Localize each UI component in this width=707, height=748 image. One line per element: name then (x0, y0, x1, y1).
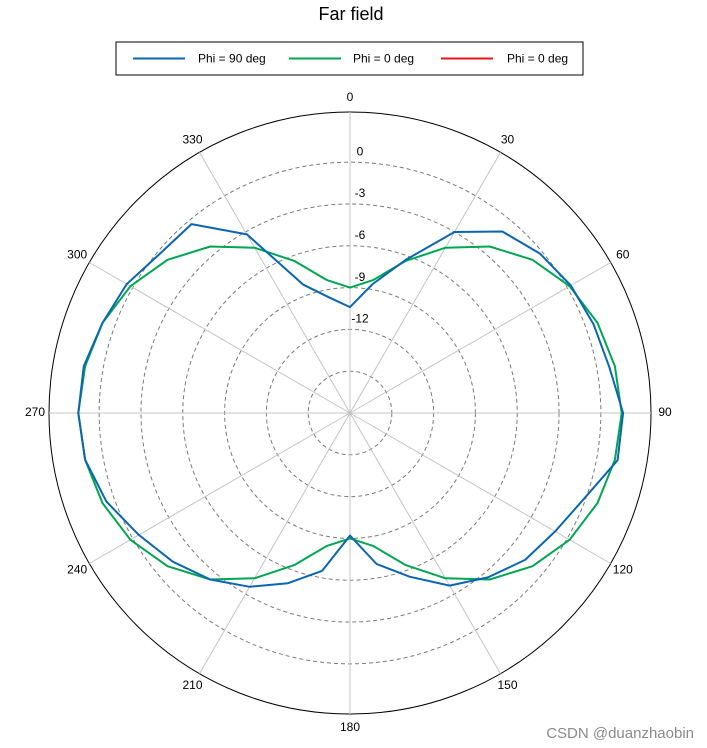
angle-tick-label: 120 (613, 563, 633, 577)
polar-grid (48, 111, 652, 715)
angle-tick-label: 0 (347, 90, 354, 104)
angle-tick-label: 60 (616, 248, 630, 262)
angle-tick-label: 210 (182, 678, 202, 692)
angle-tick-label: 240 (67, 563, 87, 577)
legend-label: Phi = 90 deg (198, 52, 266, 66)
r-tick-label: -3 (355, 186, 366, 200)
angle-tick-label: 30 (501, 132, 515, 146)
series-line (77, 223, 625, 588)
legend: Phi = 90 deg Phi = 0 deg Phi = 0 deg (115, 41, 584, 76)
angle-grid-line (199, 412, 351, 674)
angle-tick-label: 90 (658, 405, 672, 419)
angle-grid-line (349, 412, 611, 564)
angle-tick-label: 150 (497, 678, 517, 692)
chart-title: Far field (318, 4, 383, 24)
angle-tick-label: 180 (340, 720, 360, 734)
axis-labels: 0 30 60 90 120 150 180 210 240 270 300 330 0 -3 -6 -9 -1… (25, 90, 672, 734)
r-tick-label: -9 (355, 270, 366, 284)
legend-label: Phi = 0 deg (507, 52, 568, 66)
angle-grid-line (199, 152, 351, 414)
r-tick-label: -12 (351, 312, 369, 326)
angle-grid-line (349, 152, 501, 414)
r-tick-label: 0 (357, 144, 364, 158)
angle-grid-line (349, 262, 611, 414)
angle-grid-line (349, 412, 501, 674)
angle-tick-label: 330 (182, 132, 202, 146)
series-line (77, 245, 623, 581)
watermark-text: CSDN @duanzhaobin (546, 725, 694, 742)
legend-box (115, 41, 584, 76)
series-layer (77, 223, 625, 588)
angle-tick-label: 300 (67, 248, 87, 262)
legend-label: Phi = 0 deg (353, 52, 414, 66)
angle-grid-line (89, 412, 351, 564)
angle-tick-label: 270 (25, 405, 45, 419)
r-tick-label: -6 (355, 228, 366, 242)
angle-grid-line (89, 262, 351, 414)
